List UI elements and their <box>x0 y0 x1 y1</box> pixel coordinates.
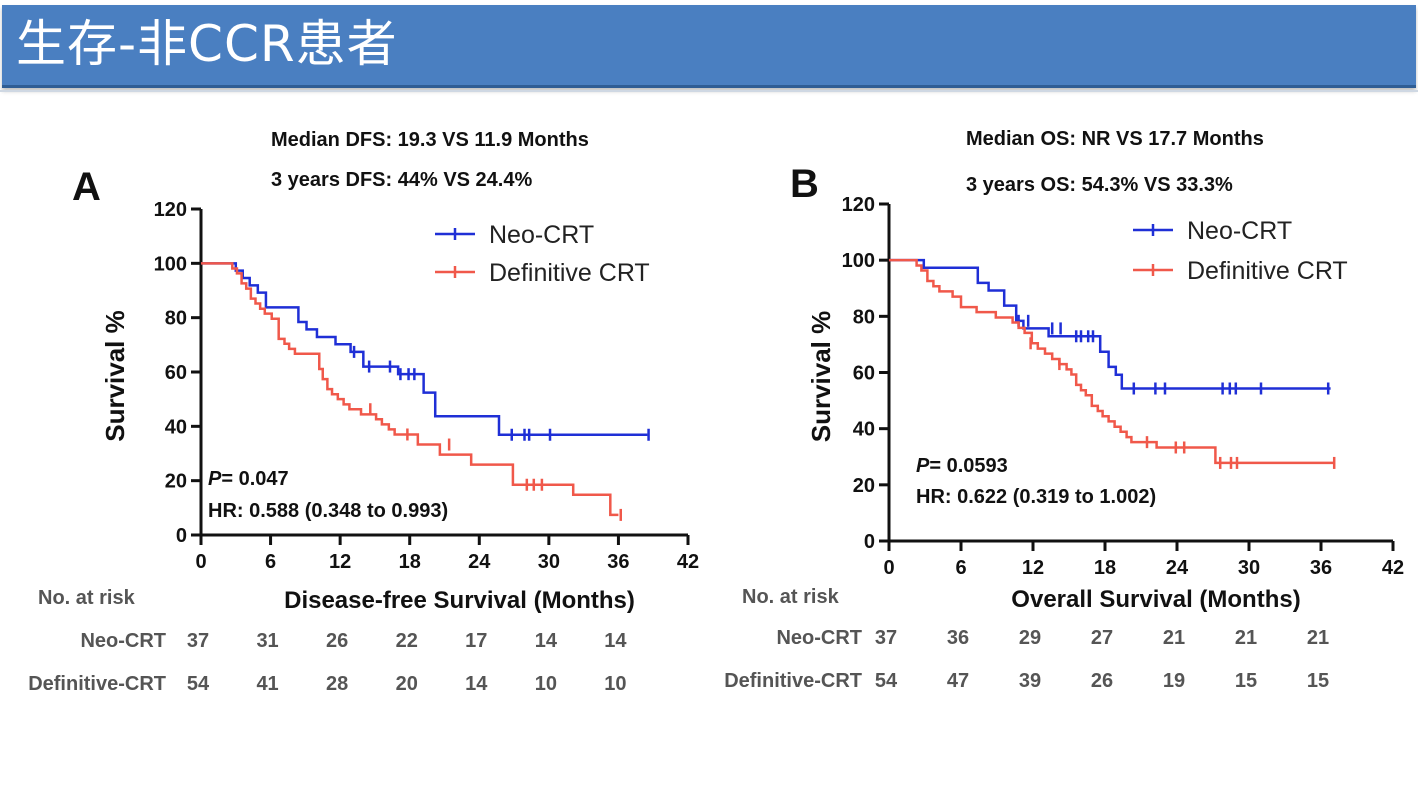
y-tick-label: 100 <box>842 250 875 272</box>
hazard-ratio: HR: 0.588 (0.348 to 0.993) <box>208 500 448 522</box>
hazard-ratio: HR: 0.622 (0.319 to 1.002) <box>916 486 1156 508</box>
legend-label: Definitive CRT <box>1187 257 1348 285</box>
x-tick-label: 0 <box>883 557 894 579</box>
y-tick-label: 80 <box>853 306 875 328</box>
x-tick-label: 12 <box>1022 557 1044 579</box>
p-value: P= 0.0593 <box>916 455 1008 477</box>
risk-count: 19 <box>1163 670 1185 692</box>
y-axis-label: Survival % <box>100 310 130 442</box>
panel-letter: B <box>790 162 819 206</box>
three-year-stat: 3 years OS: 54.3% VS 33.3% <box>966 174 1233 196</box>
panel-a: A Median DFS: 19.3 VS 11.9 Months 3 years … <box>28 129 699 695</box>
y-tick-label: 40 <box>165 416 187 438</box>
risk-row-label: Neo-CRT <box>80 630 166 652</box>
risk-count: 14 <box>465 673 488 695</box>
x-tick-label: 6 <box>955 557 966 579</box>
title-banner: 生存-非CCR患者 <box>2 5 1416 88</box>
y-tick-label: 100 <box>154 253 187 275</box>
risk-count: 21 <box>1307 627 1329 649</box>
header-divider <box>0 90 1418 92</box>
y-tick-label: 20 <box>853 475 875 497</box>
km-curve-neo-crt <box>201 262 648 437</box>
three-year-stat: 3 years DFS: 44% VS 24.4% <box>271 169 532 191</box>
x-tick-label: 24 <box>1166 557 1189 579</box>
y-tick-label: 80 <box>165 308 187 330</box>
risk-count: 37 <box>187 630 209 652</box>
risk-count: 10 <box>535 673 557 695</box>
risk-count: 31 <box>256 630 278 652</box>
slide-title: 生存-非CCR患者 <box>16 15 398 73</box>
km-curve-definitive-crt <box>201 262 619 517</box>
x-tick-label: 18 <box>1094 557 1116 579</box>
median-stat: Median DFS: 19.3 VS 11.9 Months <box>271 129 589 151</box>
risk-table-header: No. at risk <box>38 587 136 609</box>
risk-count: 21 <box>1163 627 1185 649</box>
y-tick-label: 60 <box>165 362 187 384</box>
risk-count: 10 <box>604 673 626 695</box>
km-curve-definitive-crt <box>889 258 1333 465</box>
risk-count: 28 <box>326 673 348 695</box>
p-value: P= 0.047 <box>208 468 289 490</box>
risk-row-label: Definitive-CRT <box>28 673 166 695</box>
risk-count: 20 <box>396 673 418 695</box>
y-tick-label: 0 <box>176 525 187 547</box>
risk-count: 26 <box>1091 670 1113 692</box>
legend-label: Neo-CRT <box>489 221 594 249</box>
y-tick-label: 120 <box>154 199 187 221</box>
risk-count: 15 <box>1307 670 1329 692</box>
x-tick-label: 36 <box>607 551 629 573</box>
x-tick-label: 18 <box>399 551 421 573</box>
risk-count: 14 <box>535 630 558 652</box>
panel-letter: A <box>72 165 101 209</box>
p-value-text: = 0.0593 <box>929 455 1007 477</box>
risk-row-label: Definitive-CRT <box>724 670 862 692</box>
risk-count: 14 <box>604 630 627 652</box>
risk-row-label: Neo-CRT <box>776 627 862 649</box>
y-tick-label: 40 <box>853 419 875 441</box>
x-tick-label: 0 <box>195 551 206 573</box>
risk-table-header: No. at risk <box>742 586 840 608</box>
x-tick-label: 42 <box>1382 557 1404 579</box>
legend-label: Definitive CRT <box>489 259 650 287</box>
risk-count: 54 <box>875 670 898 692</box>
y-tick-label: 0 <box>864 531 875 553</box>
x-axis-label: Overall Survival (Months) <box>1011 586 1300 613</box>
risk-count: 22 <box>396 630 418 652</box>
p-symbol: P <box>208 468 222 490</box>
x-axis-label: Disease-free Survival (Months) <box>284 587 635 614</box>
y-tick-label: 120 <box>842 194 875 216</box>
x-tick-label: 30 <box>538 551 560 573</box>
risk-count: 54 <box>187 673 210 695</box>
x-tick-label: 30 <box>1238 557 1260 579</box>
p-symbol: P <box>916 455 930 477</box>
risk-count: 15 <box>1235 670 1257 692</box>
panel-b: B Median OS: NR VS 17.7 Months 3 years OS:… <box>724 128 1404 692</box>
risk-count: 37 <box>875 627 897 649</box>
risk-count: 21 <box>1235 627 1257 649</box>
median-stat: Median OS: NR VS 17.7 Months <box>966 128 1264 150</box>
x-tick-label: 6 <box>265 551 276 573</box>
risk-count: 36 <box>947 627 969 649</box>
x-tick-label: 24 <box>468 551 491 573</box>
risk-count: 47 <box>947 670 969 692</box>
y-tick-label: 60 <box>853 363 875 385</box>
risk-count: 27 <box>1091 627 1113 649</box>
x-tick-label: 42 <box>677 551 699 573</box>
x-tick-label: 12 <box>329 551 351 573</box>
risk-count: 29 <box>1019 627 1041 649</box>
x-tick-label: 36 <box>1310 557 1332 579</box>
p-value-text: = 0.047 <box>221 468 288 490</box>
legend-label: Neo-CRT <box>1187 217 1292 245</box>
risk-count: 41 <box>256 673 278 695</box>
y-tick-label: 20 <box>165 471 187 493</box>
risk-count: 17 <box>465 630 487 652</box>
y-axis-label: Survival % <box>806 311 836 443</box>
risk-count: 39 <box>1019 670 1041 692</box>
risk-count: 26 <box>326 630 348 652</box>
